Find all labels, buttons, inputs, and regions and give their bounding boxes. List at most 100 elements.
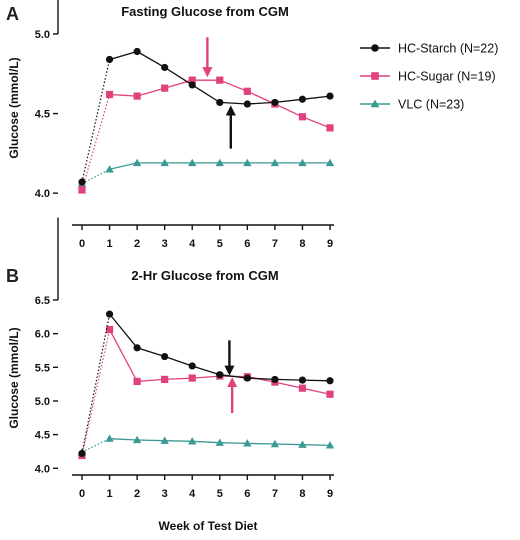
series-vlc-point <box>243 439 252 447</box>
x-tick-label: 4 <box>189 488 196 500</box>
legend-label-hc_starch: HC-Starch (N=22) <box>398 42 498 56</box>
series-hc_sugar-point <box>105 326 114 334</box>
series-hc_starch-point <box>105 310 114 318</box>
series-hc_sugar-baseline-segment <box>81 329 111 456</box>
series-hc_starch-point <box>326 92 334 100</box>
panel-b-ylabel: Glucose (mmol/L) <box>7 327 21 428</box>
series-hc_starch-point <box>133 344 141 352</box>
series-hc_sugar-point <box>326 390 334 398</box>
series-hc_sugar-point <box>133 377 141 386</box>
panel-a-plot: 4.0 4.5 5.0 0 1 2 3 4 5 6 7 8 9 <box>35 0 335 250</box>
series-hc_sugar-baseline-segment <box>81 94 111 191</box>
series-vlc-baseline-segment <box>81 438 110 453</box>
series-vlc-point <box>270 439 280 448</box>
series-vlc-point <box>215 438 224 446</box>
series-hc_starch-baseline-segment <box>81 314 111 454</box>
panel-a-letter: A <box>6 4 19 24</box>
series-hc_starch-baseline-segment <box>81 59 111 183</box>
series-hc_sugar-point <box>298 113 307 121</box>
panel-a: A Fasting Glucose from CGM Glucose (mmol… <box>6 0 335 250</box>
x-tick-label: 5 <box>217 488 223 500</box>
series-hc_sugar-point <box>188 374 196 382</box>
panel-b-letter: B <box>6 266 19 286</box>
series-hc_sugar-line <box>109 329 331 395</box>
series-hc_sugar-point <box>298 384 307 392</box>
x-tick-label: 3 <box>162 238 168 250</box>
series-hc_starch-point <box>216 98 224 107</box>
series-hc_sugar-point <box>161 375 169 384</box>
x-tick-label: 6 <box>244 238 250 250</box>
series-hc_starch-point <box>105 55 114 64</box>
panel-b-title: 2-Hr Glucose from CGM <box>131 268 278 283</box>
series-vlc-point <box>160 436 169 444</box>
x-tick-label: 2 <box>134 488 140 500</box>
series-hc_starch-point <box>298 95 307 103</box>
x-tick-label: 0 <box>79 488 85 500</box>
y-tick-label: 4.0 <box>35 463 50 475</box>
series-hc_starch-point <box>243 374 251 382</box>
series-hc_starch-point <box>78 178 86 186</box>
y-tick-label: 4.0 <box>35 188 50 200</box>
series-hc_sugar-point <box>216 76 224 84</box>
series-vlc-point <box>188 158 197 167</box>
series-hc_sugar-point <box>105 90 114 99</box>
x-tick-label: 0 <box>79 238 85 250</box>
x-tick-label: 9 <box>327 238 333 250</box>
series-hc_starch-point <box>298 376 307 384</box>
y-tick-label: 6.5 <box>35 295 50 307</box>
series-hc_sugar-point <box>161 84 169 92</box>
series-hc_sugar-point <box>326 124 334 132</box>
series-hc_sugar-point <box>133 92 141 100</box>
x-tick-label: 2 <box>134 238 140 250</box>
y-tick-label: 4.5 <box>35 430 50 442</box>
legend-marker-vlc <box>370 99 380 108</box>
x-tick-label: 8 <box>299 488 305 500</box>
series-vlc-point <box>298 158 307 167</box>
x-tick-label: 7 <box>272 488 278 500</box>
y-tick-label: 6.0 <box>35 329 50 341</box>
y-tick-label: 5.5 <box>35 362 50 374</box>
series-hc_sugar-point <box>78 186 86 194</box>
x-tick-label: 3 <box>162 488 168 500</box>
series-vlc-point <box>298 440 307 448</box>
series-hc_starch-point <box>161 63 169 72</box>
series-vlc-point <box>325 158 335 167</box>
series-hc_starch-point <box>326 377 334 385</box>
x-tick-label: 1 <box>106 238 112 250</box>
panel-b: B 2-Hr Glucose from CGM Glucose (mmol/L)… <box>6 217 335 500</box>
series-hc_starch-point <box>188 362 196 370</box>
panel-b-plot: 4.0 4.5 5.0 5.5 6.0 6.5 0 1 2 3 4 5 6 7 8 9 <box>35 217 335 500</box>
x-tick-label: 4 <box>189 238 196 250</box>
y-tick-label: 5.0 <box>35 396 50 408</box>
x-tick-label: 8 <box>299 238 305 250</box>
series-hc_starch-point <box>271 98 279 107</box>
series-hc_starch-point <box>243 100 251 108</box>
x-tick-label: 7 <box>272 238 278 250</box>
series-vlc-point <box>325 441 335 449</box>
series-hc_starch-point <box>133 47 141 56</box>
panel-a-title: Fasting Glucose from CGM <box>121 4 289 19</box>
legend: HC-Starch (N=22) HC-Sugar (N=19) VLC (N=23… <box>360 42 498 112</box>
legend-label-vlc: VLC (N=23) <box>398 98 464 112</box>
legend-marker-hc_starch <box>371 44 379 52</box>
series-vlc-baseline-segment <box>81 168 110 185</box>
series-hc_sugar-point <box>188 76 196 84</box>
y-tick-label: 5.0 <box>35 29 50 41</box>
series-vlc-point <box>132 435 142 444</box>
series-hc_sugar-point <box>243 87 251 95</box>
x-tick-label: 9 <box>327 488 333 500</box>
series-hc_starch-line <box>109 313 331 382</box>
legend-label-hc_sugar: HC-Sugar (N=19) <box>398 70 496 84</box>
panel-a-ylabel: Glucose (mmol/L) <box>7 57 21 158</box>
legend-marker-hc_sugar <box>371 72 379 80</box>
series-hc_starch-point <box>216 371 224 379</box>
x-tick-label: 1 <box>106 488 112 500</box>
x-tick-label: 6 <box>244 488 250 500</box>
series-hc_starch-point <box>188 81 196 89</box>
series-hc_starch-point <box>271 375 279 384</box>
series-vlc-point <box>215 158 224 167</box>
series-vlc-point <box>270 158 280 167</box>
y-tick-label: 4.5 <box>35 109 50 121</box>
series-vlc-point <box>105 434 114 442</box>
